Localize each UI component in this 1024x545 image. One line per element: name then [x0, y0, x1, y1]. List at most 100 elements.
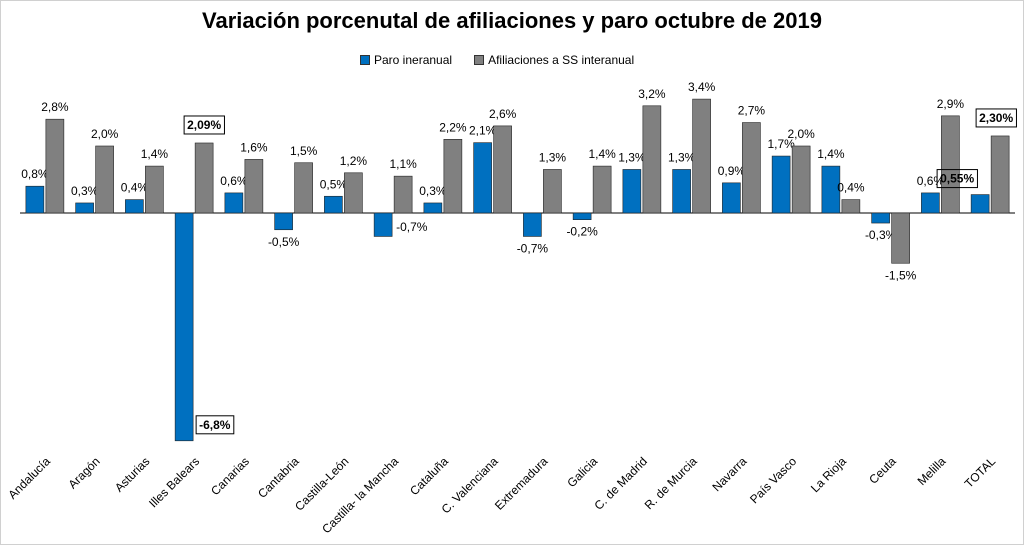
bar-paro-15	[771, 155, 791, 214]
legend-swatch-afiliaciones	[474, 55, 485, 65]
label-afiliaciones-19: 2,30%	[979, 111, 1013, 125]
label-paro-9: 2,1%	[469, 124, 497, 138]
bar-paro-10	[523, 212, 542, 237]
bar-paro-19	[970, 194, 990, 214]
category-label-19: TOTAL	[962, 454, 999, 491]
bar-paro-11	[572, 212, 592, 220]
label-box-afiliaciones-19	[975, 108, 1017, 128]
bar-afiliaciones-7	[393, 175, 413, 214]
bar-afiliaciones-5	[294, 162, 313, 214]
label-afiliaciones-14: 2,7%	[738, 104, 766, 118]
bar-afiliaciones-13	[692, 98, 711, 214]
label-paro-19: 0,55%	[940, 172, 974, 186]
label-paro-4: 0,6%	[220, 174, 248, 188]
label-afiliaciones-12: 3,2%	[638, 87, 666, 101]
category-label-4: Canarias	[208, 454, 252, 498]
category-label-12: C. de Madrid	[592, 454, 650, 512]
bar-paro-18	[921, 192, 940, 214]
label-afiliaciones-17: -1,5%	[885, 268, 917, 282]
bar-afiliaciones-9	[493, 125, 512, 214]
category-label-2: Asturias	[112, 454, 153, 495]
label-paro-16: 1,4%	[817, 147, 845, 161]
label-box-paro-3	[195, 415, 235, 435]
label-paro-10: -0,7%	[517, 241, 549, 255]
bar-paro-16	[821, 165, 841, 214]
label-afiliaciones-16: 0,4%	[837, 181, 865, 195]
label-paro-1: 0,3%	[71, 184, 99, 198]
bar-afiliaciones-19	[990, 135, 1010, 214]
label-paro-5: -0,5%	[268, 235, 300, 249]
label-paro-11: -0,2%	[566, 225, 598, 239]
category-label-0: Andalucía	[5, 454, 53, 502]
bar-afiliaciones-18	[941, 115, 960, 214]
label-paro-2: 0,4%	[121, 181, 149, 195]
category-label-17: Ceuta	[866, 454, 899, 487]
bar-afiliaciones-10	[543, 169, 562, 214]
bar-afiliaciones-0	[45, 118, 65, 214]
label-afiliaciones-11: 1,4%	[588, 147, 616, 161]
label-paro-0: 0,8%	[21, 167, 49, 181]
bar-afiliaciones-11	[592, 165, 612, 214]
label-paro-8: 0,3%	[419, 184, 447, 198]
label-afiliaciones-1: 2,0%	[91, 127, 119, 141]
label-afiliaciones-3: 2,09%	[187, 118, 221, 132]
legend-label-paro: Paro ineranual	[374, 53, 453, 67]
bar-paro-4	[224, 192, 244, 214]
category-label-8: Cataluña	[407, 454, 451, 498]
label-afiliaciones-18: 2,9%	[937, 97, 965, 111]
bar-afiliaciones-3	[194, 142, 214, 214]
bar-afiliaciones-8	[443, 139, 463, 214]
bar-afiliaciones-4	[244, 159, 264, 214]
legend-item-afiliaciones: Afiliaciones a SS interanual	[474, 53, 634, 67]
bar-paro-1	[75, 202, 94, 214]
category-label-15: País Vasco	[747, 454, 799, 506]
bar-afiliaciones-15	[791, 145, 811, 214]
label-paro-6: 0,5%	[320, 177, 348, 191]
category-label-13: R. de Murcia	[642, 454, 700, 512]
label-afiliaciones-6: 1,2%	[340, 154, 368, 168]
category-label-1: Aragón	[65, 454, 102, 491]
label-box-afiliaciones-3	[183, 115, 225, 135]
bar-afiliaciones-6	[344, 172, 363, 214]
bar-paro-13	[672, 169, 691, 214]
bar-afiliaciones-16	[841, 199, 861, 214]
label-paro-17: -0,3%	[865, 228, 897, 242]
bar-paro-17	[871, 212, 890, 224]
label-afiliaciones-9: 2,6%	[489, 107, 517, 121]
bar-paro-2	[125, 199, 144, 214]
label-box-paro-19	[936, 169, 978, 189]
label-afiliaciones-2: 1,4%	[141, 147, 169, 161]
bar-afiliaciones-17	[891, 212, 910, 264]
bar-paro-7	[373, 212, 393, 237]
category-label-5: Cantabria	[255, 454, 302, 501]
label-paro-15: 1,7%	[767, 137, 795, 151]
legend-label-afiliaciones: Afiliaciones a SS interanual	[488, 53, 635, 67]
bar-afiliaciones-12	[642, 105, 662, 214]
chart-title: Variación porcenutal de afiliaciones y p…	[202, 8, 822, 33]
label-afiliaciones-0: 2,8%	[41, 100, 69, 114]
bar-paro-3	[174, 212, 194, 442]
label-afiliaciones-15: 2,0%	[787, 127, 815, 141]
bar-afiliaciones-14	[742, 122, 761, 214]
label-paro-3: -6,8%	[199, 418, 231, 432]
bar-paro-5	[274, 212, 293, 231]
category-label-3: Illes Balears	[146, 454, 202, 510]
category-label-14: Navarra	[709, 454, 749, 494]
label-paro-12: 1,3%	[618, 150, 646, 164]
legend-swatch-paro	[360, 55, 370, 65]
label-afiliaciones-5: 1,5%	[290, 144, 318, 158]
label-afiliaciones-8: 2,2%	[439, 120, 467, 134]
bar-paro-0	[25, 185, 45, 214]
bar-afiliaciones-1	[95, 145, 114, 214]
label-paro-7: -0,7%	[396, 220, 428, 234]
bar-paro-8	[423, 202, 443, 214]
bar-paro-6	[324, 195, 343, 214]
category-label-18: Melilla	[915, 454, 949, 488]
bar-afiliaciones-2	[145, 165, 164, 214]
label-afiliaciones-13: 3,4%	[688, 80, 716, 94]
label-afiliaciones-4: 1,6%	[240, 140, 268, 154]
category-label-10: Extremadura	[492, 454, 551, 513]
category-label-11: Galicia	[564, 454, 600, 490]
